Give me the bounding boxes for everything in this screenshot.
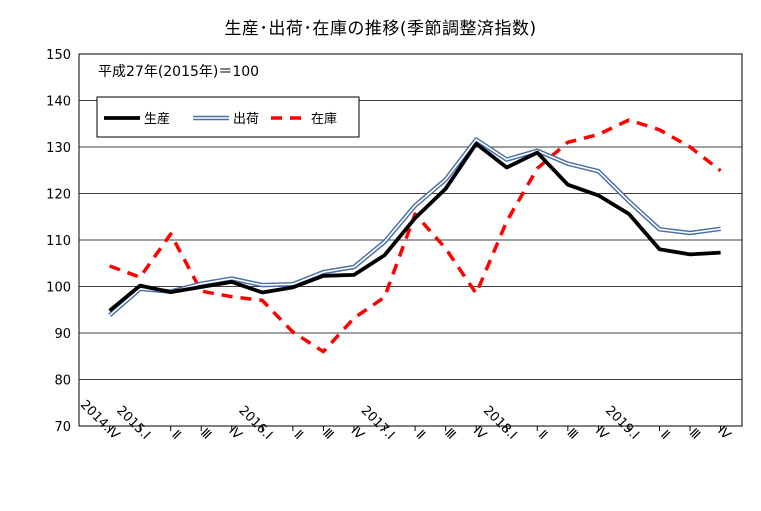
x-tick-label: Ⅳ xyxy=(592,424,611,443)
legend: 生産 出荷 在庫 xyxy=(96,96,360,138)
legend-inventory-label: 在庫 xyxy=(311,112,337,127)
x-tick-label: Ⅲ xyxy=(686,426,703,443)
y-tick-label: 70 xyxy=(54,420,71,435)
y-tick-label: 140 xyxy=(46,95,71,110)
series-line-production xyxy=(108,141,721,313)
y-tick-label: 130 xyxy=(46,141,71,156)
x-tick-label: Ⅳ xyxy=(348,424,367,443)
gridlines xyxy=(79,100,742,380)
x-tick-label: Ⅳ xyxy=(470,424,489,443)
x-tick-label: Ⅳ xyxy=(225,424,244,443)
y-axis-ticks: 70 80 90 100 110 120 130 140 150 xyxy=(46,48,71,435)
y-tick-label: 80 xyxy=(54,374,71,389)
y-tick-label: 120 xyxy=(46,188,71,203)
x-tick-label: Ⅳ xyxy=(714,424,733,443)
series-line-shipments-inner xyxy=(109,138,721,316)
x-tick-label: Ⅲ xyxy=(319,426,336,443)
y-tick-label: 150 xyxy=(46,48,71,63)
x-tick-label: Ⅲ xyxy=(441,426,458,443)
y-tick-label: 110 xyxy=(46,234,71,249)
legend-production-label: 生産 xyxy=(144,111,170,127)
chart-title: 生産･出荷･在庫の推移(季節調整済指数) xyxy=(224,19,537,39)
y-tick-label: 90 xyxy=(54,327,71,342)
series-line-inventory xyxy=(108,118,722,354)
y-tick-label: 100 xyxy=(46,281,71,296)
series-lines xyxy=(108,118,722,354)
legend-shipments-label: 出荷 xyxy=(233,112,259,127)
x-tick-label: Ⅲ xyxy=(197,426,214,443)
x-tick-label: Ⅲ xyxy=(564,426,581,443)
base-year-note: 平成27年(2015年)＝100 xyxy=(98,64,259,80)
